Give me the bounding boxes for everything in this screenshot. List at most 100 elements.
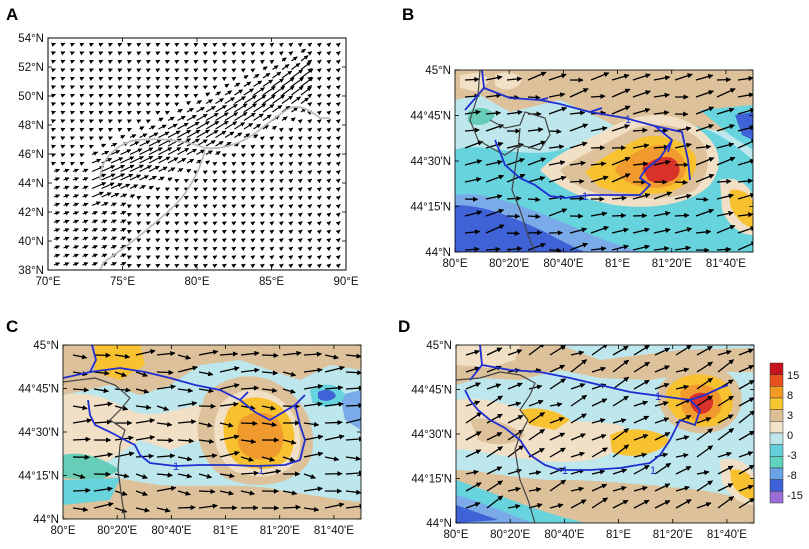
wind-vector (212, 229, 218, 235)
wind-vector (738, 364, 754, 373)
wind-vector (205, 112, 219, 121)
wind-vector (569, 160, 586, 166)
wind-vector (164, 85, 170, 90)
wind-vector (82, 253, 89, 258)
wind-vector (60, 119, 66, 124)
wind-vector (120, 173, 134, 181)
wind-vector (716, 142, 735, 149)
wind-vector (335, 136, 341, 141)
wind-vector (464, 140, 484, 149)
wind-vector (250, 68, 256, 73)
wind-vector (269, 170, 275, 175)
wind-vector (120, 149, 132, 155)
wind-vector (272, 125, 277, 131)
wind-vector (326, 212, 332, 218)
wind-vector (632, 90, 651, 98)
wind-vector (288, 221, 294, 226)
wind-vector (60, 51, 66, 56)
wind-vector (297, 255, 303, 260)
wind-vector (240, 195, 246, 201)
wind-vector (120, 193, 128, 198)
wind-vector (114, 451, 135, 458)
wind-vector (527, 140, 547, 149)
wind-vector (303, 383, 324, 390)
wind-vector (335, 170, 341, 175)
wind-vector (51, 119, 56, 124)
y-tick-label: 44°N (425, 247, 451, 259)
wind-vector (307, 204, 313, 209)
wind-vector (716, 107, 735, 115)
wind-vector (737, 107, 753, 115)
wind-vector (155, 51, 161, 56)
wind-vector (324, 419, 343, 426)
wind-vector (300, 77, 314, 87)
x-tick-label: 81°E (605, 258, 630, 270)
wind-vector (307, 51, 313, 56)
wind-vector (674, 73, 693, 81)
x-tick-label: 80°E (443, 529, 468, 541)
wind-vector (716, 193, 734, 200)
wind-vector (507, 429, 524, 441)
wind-vector (653, 246, 670, 252)
wind-vector (288, 51, 294, 56)
wind-vector (653, 92, 670, 98)
wind-vector (183, 93, 189, 99)
wind-vector (174, 178, 180, 184)
wind-vector (269, 59, 275, 65)
wind-vector (212, 85, 218, 90)
wind-vector (316, 170, 322, 175)
wind-vector (69, 68, 75, 73)
wind-vector (145, 221, 151, 226)
wind-vector (107, 110, 113, 115)
wind-vector (193, 178, 199, 184)
x-tick-label: 85°E (259, 276, 284, 288)
x-tick-label: 80°20'E (489, 258, 529, 270)
wind-vector (117, 127, 123, 132)
wind-vector (633, 415, 650, 424)
panel-label-d: D (398, 317, 410, 336)
wind-vector (307, 136, 313, 141)
wind-vector (696, 395, 713, 407)
wind-vector (186, 138, 200, 147)
wind-vector (654, 462, 672, 475)
y-tick-label: 44°45'N (411, 385, 452, 397)
wind-vector (738, 348, 754, 356)
wind-vector (590, 246, 607, 252)
wind-vector (196, 149, 205, 155)
wind-vector (164, 187, 170, 192)
wind-vector (326, 144, 332, 150)
wind-vector (174, 51, 180, 56)
wind-vector (196, 106, 205, 113)
wind-vector (158, 147, 173, 155)
wind-vector (465, 366, 481, 373)
wind-vector (316, 238, 322, 243)
wind-vector (212, 170, 218, 175)
wind-vector (253, 73, 260, 79)
wind-vector (231, 68, 237, 73)
wind-vector (63, 253, 70, 258)
wind-vector (63, 168, 70, 173)
wind-vector (79, 93, 85, 98)
wind-vector (485, 208, 505, 217)
wind-vector (549, 417, 565, 424)
wind-vector (156, 369, 174, 376)
wind-vector (288, 246, 294, 252)
wind-vector (326, 195, 332, 201)
wind-vector (174, 212, 180, 218)
wind-vector (139, 147, 154, 155)
contour-fill-d (456, 345, 754, 523)
wind-vector (231, 204, 237, 209)
wind-vector (79, 119, 85, 124)
wind-vector (114, 353, 131, 360)
wind-vector (82, 194, 89, 199)
wind-vector (612, 428, 630, 441)
wind-vector (155, 221, 161, 226)
wind-vector (205, 140, 216, 147)
wind-vector (716, 156, 736, 166)
wind-vector (212, 51, 218, 56)
y-tick-label: 44°45'N (410, 111, 451, 123)
wind-vector (107, 102, 113, 107)
wind-vector (107, 51, 113, 56)
wind-vector (101, 182, 115, 190)
wind-vector (485, 174, 505, 183)
